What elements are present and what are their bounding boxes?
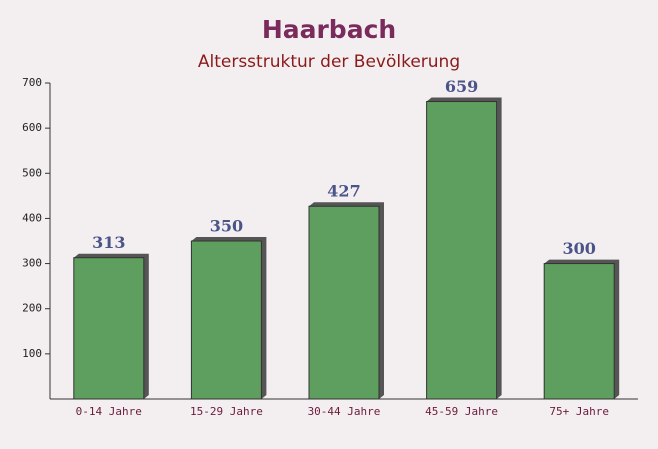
value-label: 427 [327,182,360,201]
x-tick-label: 45-59 Jahre [425,405,498,418]
y-tick-label: 300 [22,257,42,270]
y-tick-label: 600 [22,121,42,134]
x-tick-label: 0-14 Jahre [76,405,142,418]
value-label: 659 [445,77,478,96]
bar [190,240,262,400]
chart-subtitle: Altersstruktur der Bevölkerung [198,52,460,72]
y-tick-label: 500 [22,166,42,179]
x-tick-label: 15-29 Jahre [190,405,263,418]
value-label: 313 [92,233,125,252]
value-label: 350 [210,217,243,236]
y-tick-label: 400 [22,211,42,224]
bar [73,257,145,400]
bar [308,205,380,400]
bar [426,101,498,400]
x-tick-label: 30-44 Jahre [308,405,381,418]
y-tick-label: 100 [22,347,42,360]
bar [543,263,615,400]
value-label: 300 [562,239,595,258]
y-tick-label: 200 [22,302,42,315]
y-tick-label: 700 [22,76,42,89]
chart-title: Haarbach [262,15,396,44]
x-tick-label: 75+ Jahre [549,405,609,418]
